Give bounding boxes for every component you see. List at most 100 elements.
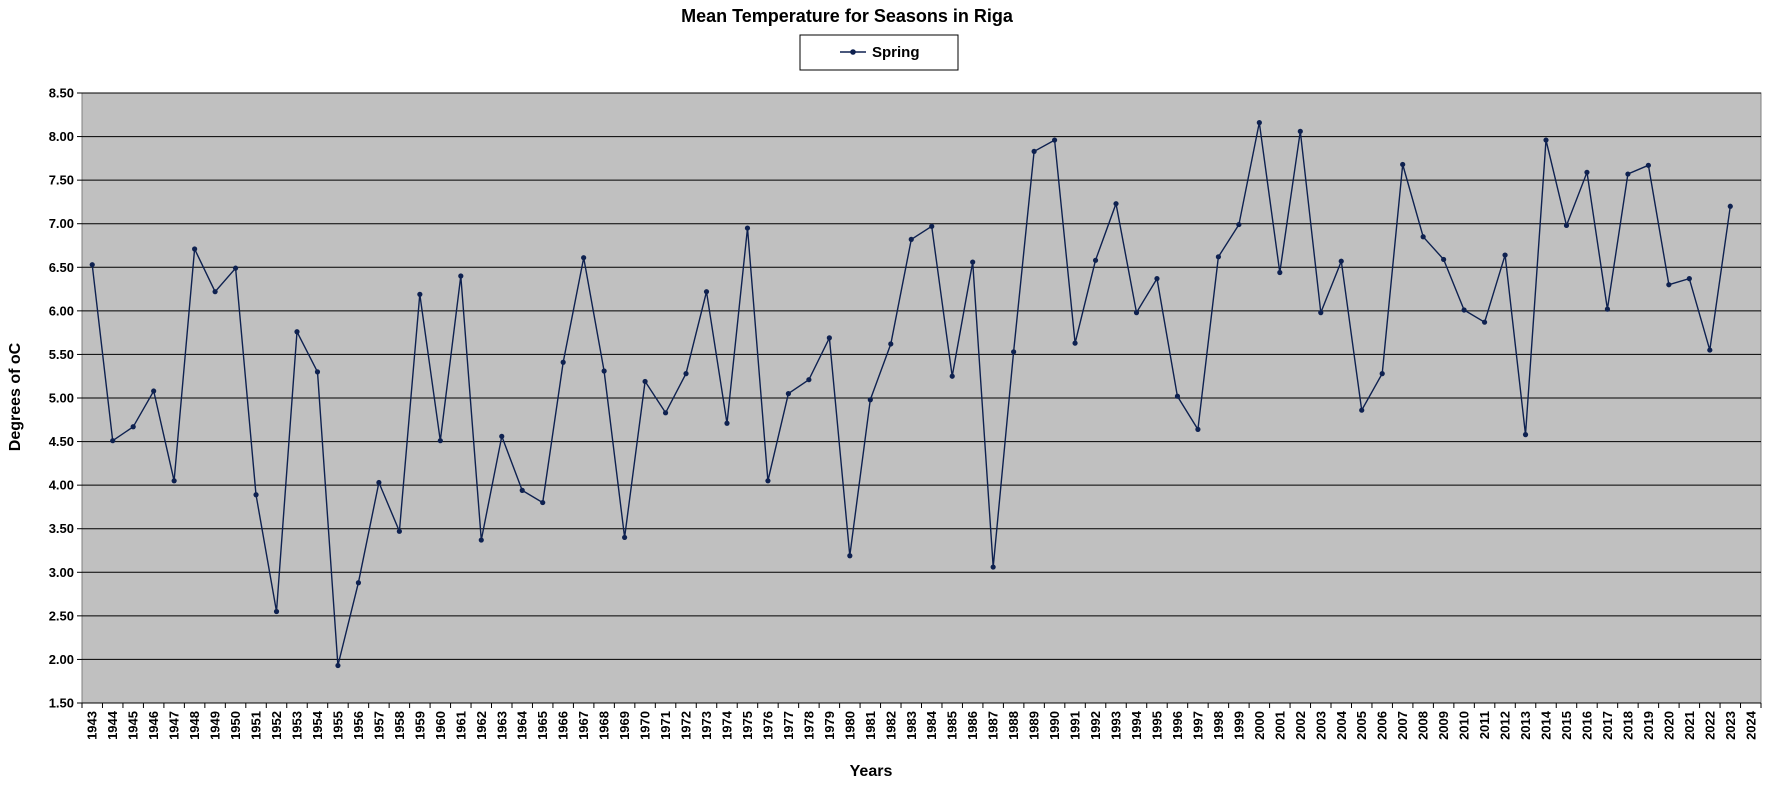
data-point: [1092, 257, 1099, 263]
data-point: [253, 492, 259, 498]
x-tick-label: 1986: [965, 711, 980, 740]
legend-label-spring: Spring: [872, 44, 920, 61]
x-tick-label: 1983: [904, 711, 919, 740]
x-tick-label: 1956: [351, 711, 366, 740]
x-tick-label: 1998: [1211, 711, 1226, 740]
data-point: [867, 397, 873, 403]
data-point: [355, 580, 362, 586]
x-tick-label: 2015: [1559, 711, 1574, 740]
data-point: [1318, 310, 1324, 316]
data-point: [232, 265, 239, 271]
x-tick-label: 2011: [1477, 711, 1492, 739]
x-tick-label: 1975: [740, 711, 755, 740]
data-point: [1236, 221, 1242, 228]
data-point: [1031, 148, 1037, 154]
x-tick-label: 1988: [1006, 711, 1021, 740]
data-point: [1215, 254, 1221, 260]
data-point: [417, 291, 423, 297]
data-point: [1441, 256, 1447, 263]
x-tick-label: 1978: [801, 711, 816, 740]
data-point: [847, 553, 853, 559]
data-point: [1563, 222, 1570, 229]
data-point: [1666, 282, 1672, 288]
data-point: [1522, 432, 1529, 438]
y-tick-label: 2.50: [49, 608, 74, 623]
x-tick-label: 1952: [269, 711, 284, 740]
x-tick-label: 1996: [1170, 711, 1185, 740]
data-point: [1174, 393, 1181, 399]
data-point: [949, 373, 955, 379]
data-point: [1011, 349, 1017, 355]
data-point: [499, 433, 505, 439]
x-tick-label: 1989: [1027, 711, 1042, 740]
data-point: [1584, 169, 1590, 175]
data-point: [826, 335, 832, 341]
x-tick-label: 2022: [1702, 711, 1717, 740]
x-tick-label: 2008: [1416, 711, 1431, 740]
y-axis-title: Degrees of oC: [7, 342, 24, 451]
y-tick-label: 6.00: [49, 303, 74, 318]
x-tick-label: 2004: [1334, 710, 1349, 740]
data-point: [478, 537, 484, 543]
data-point: [1072, 340, 1078, 346]
x-tick-label: 1985: [945, 711, 960, 740]
x-tick-label: 1955: [330, 711, 345, 740]
x-tick-label: 1966: [556, 711, 571, 740]
x-tick-label: 1964: [515, 710, 530, 740]
x-tick-label: 1960: [433, 711, 448, 740]
x-tick-label: 1967: [576, 711, 591, 740]
data-point: [1686, 276, 1692, 282]
x-tick-label: 1993: [1109, 711, 1124, 740]
x-tick-label: 1995: [1149, 711, 1164, 740]
x-tick-label: 1951: [249, 711, 264, 740]
x-tick-label: 2000: [1252, 711, 1267, 740]
x-tick-label: 2001: [1272, 711, 1287, 740]
x-tick-label: 2010: [1457, 711, 1472, 740]
y-axis-tick-labels: 1.50 2.00 2.50 3.00 3.50 4.00 4.50 5.00 5.50 6.00…: [49, 86, 74, 711]
x-tick-label: 2012: [1498, 711, 1513, 740]
data-point: [888, 341, 894, 347]
x-tick-label: 1948: [187, 711, 202, 740]
data-point: [335, 662, 341, 669]
data-point: [1256, 120, 1262, 126]
data-point: [1727, 203, 1733, 209]
y-tick-label: 7.00: [49, 216, 74, 231]
x-tick-label: 1984: [924, 710, 939, 740]
y-tick-label: 4.50: [49, 434, 74, 449]
x-tick-label: 2020: [1661, 711, 1676, 740]
x-tick-label: 2013: [1518, 711, 1533, 740]
x-tick-label: 1969: [617, 711, 632, 740]
data-point: [806, 377, 812, 383]
x-tick-label: 1990: [1047, 711, 1062, 740]
x-tick-label: 1974: [719, 710, 734, 740]
x-tick-label: 1957: [371, 711, 386, 740]
data-point: [376, 479, 382, 486]
x-tick-label: 1962: [474, 711, 489, 740]
data-point: [110, 438, 116, 444]
data-point: [212, 289, 218, 295]
x-tick-label: 2016: [1579, 711, 1594, 740]
x-tick-label: 1961: [453, 711, 468, 740]
x-tick-label: 1999: [1231, 711, 1246, 740]
x-tick-label: 1980: [842, 711, 857, 740]
data-point: [970, 259, 976, 265]
data-point: [662, 410, 669, 416]
y-tick-label: 5.50: [49, 347, 74, 362]
data-point: [171, 478, 177, 484]
x-axis-tick-labels: 1943 1944 1945 1946 1947 1948 1949 1950 1951 1952…: [81, 703, 1762, 740]
chart-title: Mean Temperature for Seasons in Riga: [681, 6, 1014, 26]
x-tick-label: 2006: [1375, 711, 1390, 740]
x-tick-label: 2021: [1682, 711, 1697, 740]
data-point: [540, 499, 546, 506]
x-tick-label: 1997: [1190, 711, 1205, 740]
x-axis-title: Years: [850, 763, 893, 780]
x-tick-label: 1945: [126, 711, 141, 740]
x-tick-label: 1992: [1088, 711, 1103, 740]
data-point: [703, 289, 710, 295]
x-tick-label: 1959: [412, 711, 427, 740]
data-point: [1543, 137, 1549, 143]
data-point: [560, 359, 566, 365]
x-tick-label: 1954: [310, 710, 325, 740]
legend-box: [799, 34, 959, 71]
